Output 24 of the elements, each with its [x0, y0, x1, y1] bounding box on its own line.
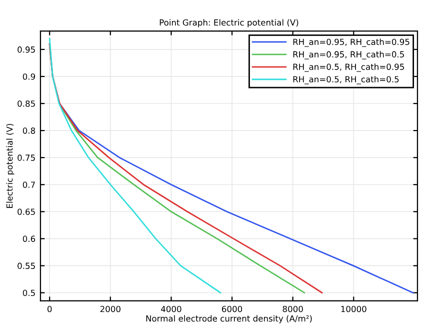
- y-tick-label: 0.8: [22, 128, 36, 134]
- y-tick-label: 0.55: [18, 262, 35, 269]
- y-tick-label: 0.65: [18, 208, 35, 215]
- y-tick-label: 0.9: [22, 73, 36, 80]
- legend-label: RH_an=0.5, RH_cath=0.5: [293, 76, 399, 84]
- y-tick-label: 0.75: [18, 154, 35, 161]
- legend-label: RH_an=0.5, RH_cath=0.95: [293, 63, 404, 72]
- x-tick-label: 2000: [100, 306, 120, 312]
- x-tick-label: 4000: [161, 306, 182, 312]
- y-tick-label: 0.85: [18, 100, 35, 107]
- y-tick-label: 0.5: [22, 290, 35, 296]
- y-axis-title: Electric potential (V): [6, 124, 14, 208]
- x-tick-label: 0: [47, 306, 52, 312]
- legend-label: RH_an=0.95, RH_cath=0.95: [293, 38, 410, 47]
- chart-title: Point Graph: Electric potential (V): [160, 19, 298, 28]
- line-series: [48, 38, 222, 294]
- legend-label: RH_an=0.95, RH_cath=0.5: [293, 51, 404, 60]
- x-axis-title: Normal electrode current density (A/m²): [146, 315, 312, 324]
- x-tick-label: 6000: [222, 306, 242, 312]
- y-tick-label: 0.7: [22, 182, 35, 188]
- y-tick-label: 0.95: [18, 46, 35, 53]
- y-tick-label: 0.6: [22, 236, 36, 242]
- x-tick-label: 8000: [282, 306, 303, 312]
- x-tick-label: 10000: [341, 306, 366, 312]
